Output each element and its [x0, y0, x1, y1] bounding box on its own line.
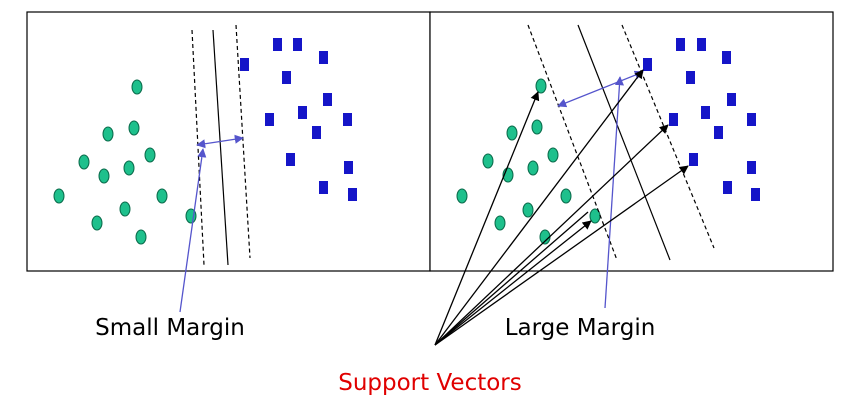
blue-point [722, 51, 731, 64]
blue-point [240, 58, 249, 71]
arrow [434, 91, 540, 346]
group [456, 78, 601, 245]
blue-point [293, 38, 302, 51]
panel-frame [429, 11, 834, 272]
left-panel [26, 11, 431, 313]
hyperplane [577, 24, 671, 261]
arrow [557, 70, 644, 108]
green-point [131, 79, 143, 95]
blue-point [751, 188, 760, 201]
green-point [128, 120, 140, 136]
blue-point [714, 126, 723, 139]
blue-point [697, 38, 706, 51]
blue-point [701, 106, 710, 119]
green-point [144, 147, 156, 163]
green-point [135, 229, 147, 245]
blue-point [298, 106, 307, 119]
green-point [78, 154, 90, 170]
group [643, 38, 760, 201]
blue-point [323, 93, 332, 106]
panel-frame [26, 11, 431, 272]
blue-point [273, 38, 282, 51]
margin-line [235, 24, 251, 259]
blue-point [348, 188, 357, 201]
blue-point [286, 153, 295, 166]
blue-point [319, 181, 328, 194]
arrow [434, 165, 689, 346]
blue-point [669, 113, 678, 126]
green-point [53, 188, 65, 204]
green-point [527, 160, 539, 176]
green-point [535, 78, 547, 94]
blue-point [676, 38, 685, 51]
arrow [434, 211, 589, 346]
green-point [531, 119, 543, 135]
green-point [482, 153, 494, 169]
green-point [102, 126, 114, 142]
blue-point [282, 71, 291, 84]
right-panel [429, 11, 834, 309]
arrow [179, 148, 207, 313]
green-point [123, 160, 135, 176]
arrow [434, 124, 669, 346]
blue-point [747, 113, 756, 126]
green-point [506, 125, 518, 141]
blue-point [747, 161, 756, 174]
green-point [547, 147, 559, 163]
blue-point [343, 113, 352, 126]
arrow [196, 134, 244, 149]
margin-line [191, 29, 205, 266]
green-point [91, 215, 103, 231]
support-vector-arrows [434, 69, 689, 346]
blue-point [643, 58, 652, 71]
blue-point [689, 153, 698, 166]
blue-point [312, 126, 321, 139]
right-label: Large Margin [505, 315, 656, 341]
green-point [560, 188, 572, 204]
green-point [494, 215, 506, 231]
arrow [434, 220, 592, 346]
blue-point [727, 93, 736, 106]
blue-point [265, 113, 274, 126]
blue-point [686, 71, 695, 84]
blue-point [344, 161, 353, 174]
arrow [604, 76, 625, 309]
green-point [119, 201, 131, 217]
green-point [98, 168, 110, 184]
green-point [522, 202, 534, 218]
group [53, 79, 197, 245]
bottom-label: Support Vectors [338, 370, 522, 396]
margin-line [621, 24, 715, 249]
group [240, 38, 357, 201]
green-point [156, 188, 168, 204]
left-label: Small Margin [95, 315, 245, 341]
arrow [434, 69, 644, 346]
blue-point [319, 51, 328, 64]
green-point [456, 188, 468, 204]
blue-point [723, 181, 732, 194]
